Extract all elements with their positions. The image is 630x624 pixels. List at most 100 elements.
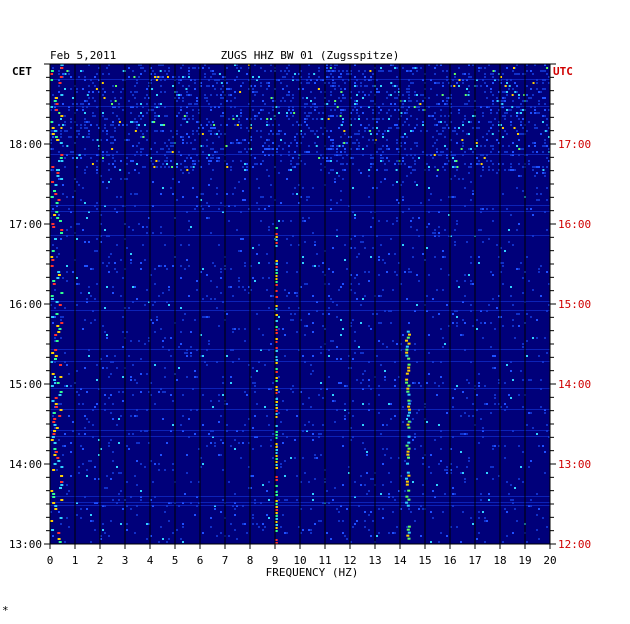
noise-cell	[390, 127, 392, 129]
noise-cell	[112, 451, 114, 453]
noise-cell	[166, 442, 168, 444]
noise-cell	[480, 493, 482, 495]
noise-cell	[338, 70, 340, 72]
noise-cell	[412, 256, 414, 258]
feature-cell	[405, 501, 409, 504]
noise-cell	[112, 142, 114, 144]
noise-cell	[448, 160, 450, 162]
feature-cell	[58, 304, 62, 306]
freq-tick-label: 15	[418, 554, 431, 567]
noise-cell	[382, 508, 384, 510]
noise-cell	[484, 385, 486, 387]
noise-cell	[304, 121, 306, 123]
noise-cell	[522, 292, 524, 294]
noise-cell	[140, 148, 142, 150]
noise-cell	[420, 202, 422, 204]
noise-cell	[410, 82, 412, 84]
noise-cell	[192, 169, 194, 171]
noise-cell	[96, 283, 98, 285]
noise-cell	[382, 343, 384, 345]
noise-cell	[244, 424, 246, 426]
noise-cell	[500, 406, 502, 408]
noise-cell	[254, 163, 256, 165]
feature-cell	[407, 474, 411, 477]
noise-cell	[168, 289, 170, 291]
noise-cell	[354, 100, 356, 102]
noise-cell	[86, 469, 88, 471]
noise-cell	[356, 139, 358, 141]
noise-cell	[206, 118, 208, 120]
noise-cell	[136, 193, 138, 195]
noise-cell	[76, 223, 78, 225]
feature-cell	[407, 357, 411, 360]
noise-cell	[434, 166, 436, 168]
noise-cell	[194, 88, 196, 90]
noise-cell	[234, 64, 236, 66]
noise-cell	[468, 460, 470, 462]
noise-cell	[322, 262, 324, 264]
noise-cell	[264, 208, 266, 210]
noise-cell	[538, 199, 540, 201]
noise-cell	[240, 67, 242, 69]
noise-cell	[330, 199, 332, 201]
noise-cell	[114, 130, 116, 132]
feature-cell	[58, 394, 62, 396]
noise-cell	[148, 442, 150, 444]
noise-cell	[330, 70, 332, 72]
noise-cell	[326, 148, 328, 150]
noise-cell	[404, 133, 406, 135]
feature-cell	[405, 477, 409, 480]
noise-cell	[322, 313, 324, 315]
noise-cell	[214, 88, 216, 90]
noise-cell	[84, 76, 86, 78]
noise-cell	[380, 181, 382, 183]
noise-cell	[468, 121, 470, 123]
noise-cell	[242, 238, 244, 240]
noise-cell	[108, 445, 110, 447]
noise-cell	[508, 109, 510, 111]
noise-cell	[518, 73, 520, 75]
noise-cell	[392, 289, 394, 291]
noise-cell	[140, 130, 142, 132]
noise-cell	[446, 472, 448, 474]
noise-cell	[172, 193, 174, 195]
noise-cell	[344, 415, 346, 417]
noise-cell	[354, 217, 356, 219]
feature-cell	[275, 284, 278, 286]
feature-cell	[407, 420, 411, 423]
noise-cell	[192, 187, 194, 189]
noise-cell	[308, 82, 310, 84]
freq-tick-label: 6	[197, 554, 204, 567]
noise-cell	[152, 481, 154, 483]
noise-cell	[210, 517, 212, 519]
noise-cell	[268, 307, 270, 309]
noise-cell	[452, 157, 454, 159]
noise-cell	[284, 289, 286, 291]
noise-cell	[122, 400, 124, 402]
feature-cell	[54, 184, 58, 186]
noise-cell	[300, 196, 302, 198]
feature-cell	[275, 494, 278, 496]
noise-cell	[136, 514, 138, 516]
noise-cell	[458, 67, 460, 69]
noise-cell	[406, 526, 408, 528]
noise-cell	[70, 475, 72, 477]
noise-cell	[354, 352, 356, 354]
noise-cell	[418, 280, 420, 282]
noise-cell	[302, 529, 304, 531]
noise-cell	[364, 511, 366, 513]
noise-cell	[532, 214, 534, 216]
noise-cell	[120, 490, 122, 492]
noise-cell	[80, 124, 82, 126]
noise-cell	[244, 169, 246, 171]
noise-cell	[356, 256, 358, 258]
noise-cell	[364, 127, 366, 129]
noise-cell	[470, 181, 472, 183]
noise-cell	[268, 277, 270, 279]
noise-cell	[536, 493, 538, 495]
noise-cell	[256, 163, 258, 165]
feature-cell	[86, 94, 89, 96]
noise-cell	[388, 472, 390, 474]
noise-cell	[358, 148, 360, 150]
noise-cell	[432, 232, 434, 234]
